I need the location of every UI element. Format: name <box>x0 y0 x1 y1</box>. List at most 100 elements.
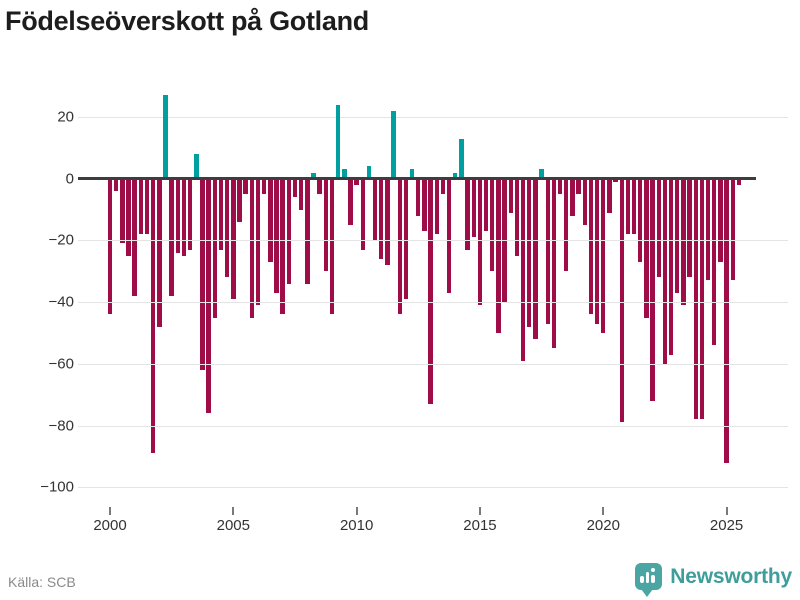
bar-2021-Q1[interactable] <box>625 178 631 235</box>
bar-2011-Q1[interactable] <box>379 178 384 259</box>
bar-2016-Q2[interactable] <box>508 178 513 213</box>
bar-2019-Q2[interactable] <box>582 178 587 225</box>
bar-2024-Q1[interactable] <box>699 178 705 420</box>
bar-2017-Q1[interactable] <box>527 178 532 327</box>
bar-2013-Q4[interactable] <box>446 178 452 293</box>
bar-2018-Q1[interactable] <box>551 178 557 349</box>
bar-2000-Q1[interactable] <box>107 178 113 315</box>
bar-2015-Q2[interactable] <box>483 178 489 232</box>
bar-2011-Q3[interactable] <box>391 110 396 179</box>
bar-2021-Q2[interactable] <box>631 178 637 235</box>
bar-2009-Q4[interactable] <box>348 178 353 225</box>
bar-2005-Q4[interactable] <box>249 178 254 318</box>
bar-2000-Q4[interactable] <box>126 178 131 256</box>
bar-2001-Q2[interactable] <box>138 178 144 235</box>
bar-2014-Q3[interactable] <box>465 178 470 250</box>
bar-2012-Q2[interactable] <box>409 169 415 179</box>
bar-2020-Q1[interactable] <box>601 178 606 333</box>
bar-2004-Q4[interactable] <box>224 178 230 278</box>
bar-2000-Q3[interactable] <box>120 178 125 244</box>
bar-2014-Q1[interactable] <box>453 172 458 179</box>
bar-2018-Q3[interactable] <box>564 178 569 272</box>
bar-2009-Q3[interactable] <box>342 169 347 179</box>
bar-2006-Q3[interactable] <box>268 178 273 262</box>
bar-2008-Q2[interactable] <box>311 172 316 179</box>
bar-2015-Q1[interactable] <box>477 178 483 306</box>
bar-2012-Q3[interactable] <box>416 178 421 216</box>
bar-2010-Q3[interactable] <box>366 166 372 179</box>
bar-2019-Q1[interactable] <box>576 178 581 195</box>
bar-2025-Q1[interactable] <box>724 178 729 463</box>
bar-2024-Q2[interactable] <box>705 178 711 281</box>
bar-2021-Q3[interactable] <box>638 178 643 262</box>
bar-2009-Q2[interactable] <box>335 104 341 179</box>
bar-2011-Q4[interactable] <box>397 178 402 315</box>
bar-2024-Q4[interactable] <box>718 178 723 262</box>
bar-2007-Q2[interactable] <box>286 178 291 284</box>
bar-2003-Q3[interactable] <box>194 154 199 179</box>
bar-2025-Q2[interactable] <box>730 178 735 281</box>
bar-2006-Q2[interactable] <box>261 178 267 195</box>
bar-2022-Q3[interactable] <box>662 178 668 364</box>
bar-2013-Q2[interactable] <box>434 178 439 235</box>
bar-2007-Q1[interactable] <box>280 178 285 315</box>
bar-2010-Q2[interactable] <box>360 178 365 250</box>
bar-2022-Q2[interactable] <box>656 178 661 278</box>
bar-2008-Q1[interactable] <box>305 178 310 284</box>
bar-2017-Q2[interactable] <box>533 178 538 340</box>
bar-2019-Q3[interactable] <box>588 178 594 315</box>
bar-2006-Q1[interactable] <box>255 178 261 306</box>
bar-2004-Q1[interactable] <box>206 178 211 414</box>
bar-2008-Q3[interactable] <box>317 178 322 195</box>
bar-2002-Q1[interactable] <box>157 178 162 327</box>
bar-2001-Q3[interactable] <box>144 178 150 235</box>
brand-footer[interactable]: Newsworthy <box>635 563 792 597</box>
bar-2023-Q2[interactable] <box>681 178 686 306</box>
bar-2016-Q4[interactable] <box>520 178 526 361</box>
bar-2002-Q4[interactable] <box>175 178 181 253</box>
bar-2020-Q3[interactable] <box>613 178 618 182</box>
bar-2008-Q4[interactable] <box>323 178 328 272</box>
bar-2025-Q3[interactable] <box>736 178 742 185</box>
bar-2000-Q2[interactable] <box>113 178 119 192</box>
bar-2010-Q4[interactable] <box>372 178 378 241</box>
bar-2022-Q4[interactable] <box>668 178 674 355</box>
bar-2014-Q2[interactable] <box>459 138 464 179</box>
bar-2015-Q4[interactable] <box>496 178 501 333</box>
bar-2016-Q3[interactable] <box>514 178 520 256</box>
bar-2013-Q1[interactable] <box>428 178 433 404</box>
bar-2001-Q4[interactable] <box>150 178 156 454</box>
bar-2012-Q4[interactable] <box>422 178 427 232</box>
bar-2012-Q1[interactable] <box>403 178 409 299</box>
bar-2023-Q1[interactable] <box>675 178 680 293</box>
bar-2003-Q1[interactable] <box>181 178 187 256</box>
bar-2024-Q3[interactable] <box>712 178 717 346</box>
bar-2016-Q1[interactable] <box>502 178 507 303</box>
bar-2002-Q2[interactable] <box>163 95 168 179</box>
bar-2007-Q3[interactable] <box>292 178 298 198</box>
bar-2023-Q4[interactable] <box>693 178 698 420</box>
bar-2017-Q4[interactable] <box>545 178 550 324</box>
bar-2005-Q3[interactable] <box>243 178 248 195</box>
bar-2013-Q3[interactable] <box>440 178 446 195</box>
bar-2004-Q2[interactable] <box>212 178 217 318</box>
bar-2011-Q2[interactable] <box>385 178 390 266</box>
bar-2017-Q3[interactable] <box>539 169 544 179</box>
bar-2019-Q4[interactable] <box>594 178 600 324</box>
bar-2020-Q4[interactable] <box>619 178 624 423</box>
bar-2001-Q1[interactable] <box>132 178 137 296</box>
bar-2020-Q2[interactable] <box>607 178 612 213</box>
bar-2018-Q4[interactable] <box>570 178 575 216</box>
bar-2006-Q4[interactable] <box>274 178 279 293</box>
bar-2015-Q3[interactable] <box>490 178 495 272</box>
bar-2018-Q2[interactable] <box>557 178 563 195</box>
bar-2005-Q1[interactable] <box>231 178 236 299</box>
bar-2010-Q1[interactable] <box>354 178 359 185</box>
bar-2003-Q4[interactable] <box>200 178 205 370</box>
bar-2005-Q2[interactable] <box>237 178 242 222</box>
bar-2023-Q3[interactable] <box>687 178 692 278</box>
bar-2021-Q4[interactable] <box>644 178 649 318</box>
bar-2007-Q4[interactable] <box>298 178 304 210</box>
bar-2003-Q2[interactable] <box>187 178 193 250</box>
bar-2004-Q3[interactable] <box>218 178 224 250</box>
